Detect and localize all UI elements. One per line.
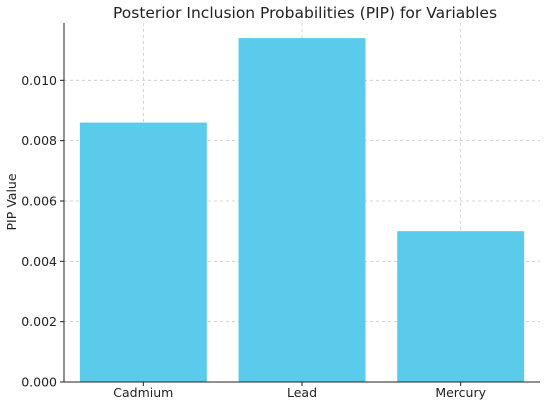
y-axis-label: PIP Value bbox=[4, 173, 19, 230]
x-tick-label-lead: Lead bbox=[287, 385, 317, 400]
bar-cadmium bbox=[79, 122, 207, 382]
y-tick-label: 0.006 bbox=[21, 193, 57, 208]
x-tick-label-mercury: Mercury bbox=[435, 385, 486, 400]
y-tick-label: 0.010 bbox=[21, 73, 57, 88]
y-tick-label: 0.008 bbox=[21, 133, 57, 148]
bar-mercury bbox=[397, 231, 525, 382]
x-tick-label-cadmium: Cadmium bbox=[113, 385, 173, 400]
ticks-layer: 0.000 0.002 0.004 0.006 0.008 0.010 Cadmium Lea… bbox=[21, 73, 486, 400]
y-tick-label: 0.004 bbox=[21, 254, 57, 269]
chart-title: Posterior Inclusion Probabilities (PIP) … bbox=[113, 4, 497, 22]
y-tick-label: 0.002 bbox=[21, 314, 57, 329]
y-tick-label: 0.000 bbox=[21, 375, 57, 390]
bars-layer bbox=[79, 38, 525, 382]
bar-lead bbox=[238, 38, 366, 382]
